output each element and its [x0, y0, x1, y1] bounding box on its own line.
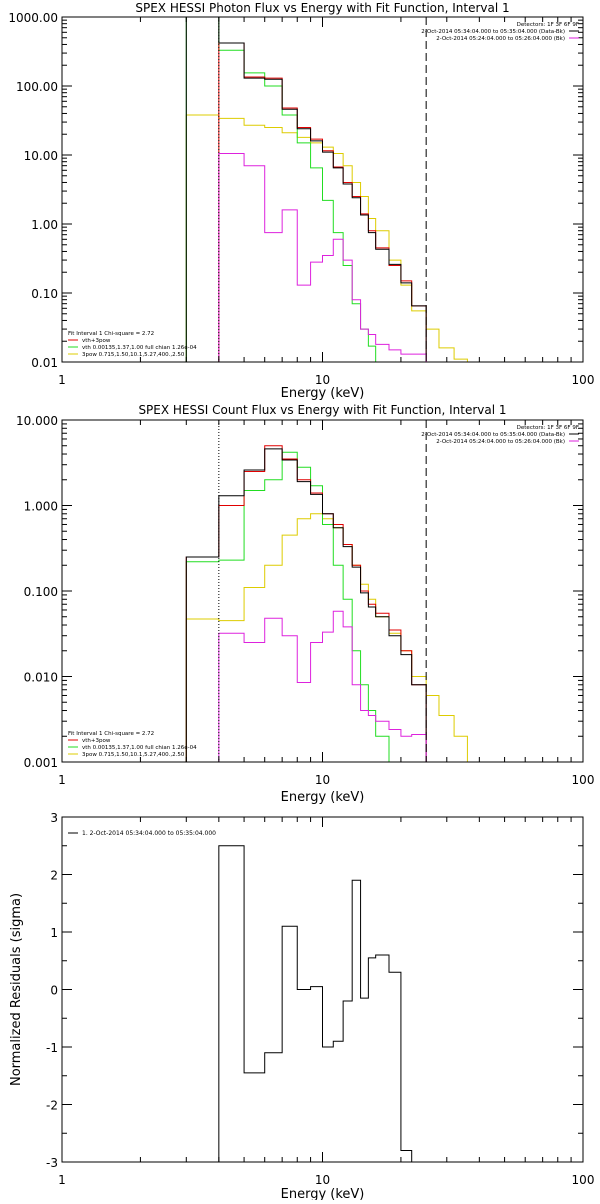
series-black-histogram — [185, 448, 427, 762]
x-tick-label: 100 — [572, 373, 595, 387]
y-tick-label: 100.00 — [16, 80, 58, 94]
y-axis-label: Normalized Residuals (sigma) — [9, 893, 24, 1086]
y-tick-label: 0.10 — [31, 287, 58, 301]
x-axis-label: Energy (keV) — [281, 1187, 365, 1200]
series-group — [218, 845, 413, 1162]
y-tick-label: 0.001 — [24, 756, 58, 770]
legend-label: vth+3pow — [82, 738, 111, 744]
legend-label: vth 0.00135,1.37,1.00 full chian 1.26e-0… — [82, 345, 197, 351]
x-tick-label: 10 — [315, 1173, 330, 1187]
series-red-histogram — [218, 42, 427, 362]
x-tick-label: 1 — [58, 1173, 66, 1187]
y-tick-label: -2 — [46, 1099, 58, 1113]
y-tick-label: 10.00 — [24, 149, 58, 163]
x-tick-label: 100 — [572, 1173, 595, 1187]
header-line: Detectors: 1F 3F 6F 9F — [517, 425, 579, 431]
series-green-histogram — [185, 451, 402, 762]
y-tick-label: 2 — [50, 869, 58, 883]
series-red-histogram — [185, 445, 427, 762]
y-tick-label: 1.00 — [31, 218, 58, 232]
header-line: 2-Oct-2014 05:24:04.000 to 05:26:04.000 … — [436, 439, 565, 445]
chart-title: SPEX HESSI Count Flux vs Energy with Fit… — [138, 403, 506, 417]
x-axis-label: Energy (keV) — [281, 386, 365, 401]
series-magenta-histogram — [218, 610, 427, 762]
series-black-histogram — [185, 17, 427, 362]
plot-frame — [61, 419, 584, 763]
y-tick-label: 3 — [50, 811, 58, 825]
panel-count: SPEX HESSI Count Flux vs Energy with Fit… — [16, 403, 594, 805]
y-tick-label: 0.010 — [24, 671, 58, 685]
header-line: 2-Oct-2014 05:34:04.000 to 05:35:04.000 … — [421, 29, 565, 35]
header-line: 2-Oct-2014 05:34:04.000 to 05:35:04.000 … — [421, 432, 565, 438]
chart-title: SPEX HESSI Photon Flux vs Energy with Fi… — [135, 1, 509, 15]
header-line: 2-Oct-2014 05:24:04.000 to 05:26:04.000 … — [436, 36, 565, 42]
x-tick-label: 1 — [58, 773, 66, 787]
legend-label: 1. 2-Oct-2014 05:34:04.000 to 05:35:04.0… — [82, 830, 216, 837]
y-tick-label: 0.01 — [31, 356, 58, 370]
x-tick-label: 10 — [315, 373, 330, 387]
panel-residuals: 1 10 100 Energy (keV) -3 -2 -1 0 1 2 3 Normalized R… — [9, 811, 595, 1202]
y-tick-label: 0.100 — [24, 585, 58, 599]
series-yellow-histogram — [185, 114, 468, 362]
legend-label: 3pow 0.715,1.50,10.1,5.27,400.,2.50 — [82, 752, 185, 758]
x-tick-label: 100 — [572, 773, 595, 787]
series-group — [185, 445, 480, 762]
x-tick-label: 10 — [315, 773, 330, 787]
header-line: Detectors: 1F 3F 6F 9F — [517, 22, 579, 28]
legend-label: Fit Interval 1 Chi-square = 2.72 — [68, 331, 154, 337]
y-tick-label: -3 — [46, 1156, 58, 1170]
y-tick-label: 10.000 — [16, 414, 58, 428]
legend-label: 3pow 0.715,1.50,10.1,5.27,400.,2.50 — [82, 352, 185, 358]
y-tick-label: 1000.00 — [8, 11, 58, 25]
y-tick-label: 1.000 — [24, 500, 58, 514]
series-group — [185, 17, 468, 362]
legend-label: Fit Interval 1 Chi-square = 2.72 — [68, 731, 154, 737]
series-green-histogram — [185, 17, 390, 362]
legend-label: vth+3pow — [82, 338, 111, 344]
series-magenta-histogram — [218, 153, 427, 362]
y-tick-label: 1 — [50, 926, 58, 940]
y-tick-label: 0 — [50, 984, 58, 998]
x-axis-label: Energy (keV) — [281, 790, 365, 805]
series-black-histogram — [218, 845, 413, 1162]
x-tick-label: 1 — [58, 373, 66, 387]
legend-label: vth 0.00135,1.37,1.00 full chian 1.26e-0… — [82, 745, 197, 751]
y-tick-label: -1 — [46, 1041, 58, 1055]
panel-photon: SPEX HESSI Photon Flux vs Energy with Fi… — [8, 1, 595, 401]
